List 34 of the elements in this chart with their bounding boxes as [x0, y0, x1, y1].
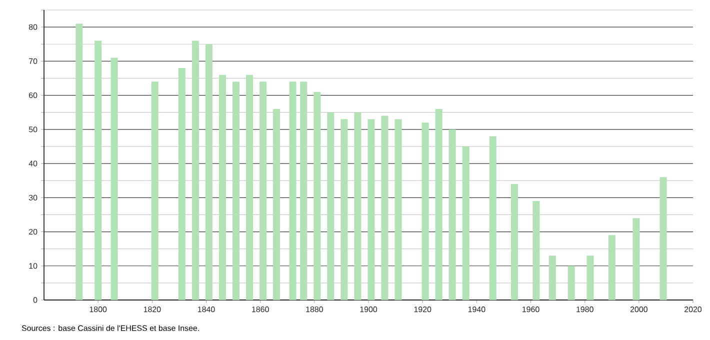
- bar: [151, 82, 158, 300]
- bar: [448, 129, 456, 300]
- bar: [632, 218, 640, 300]
- bar: [94, 40, 102, 300]
- bar: [340, 119, 348, 300]
- bar: [327, 112, 334, 300]
- bar: [260, 82, 267, 300]
- bar: [354, 112, 362, 300]
- bar: [368, 119, 375, 300]
- bar: [511, 184, 518, 300]
- bar: [489, 136, 496, 300]
- bar: [568, 266, 575, 300]
- bar: [300, 82, 308, 300]
- bar: [462, 146, 470, 300]
- bar: [422, 122, 429, 300]
- bar: [394, 119, 402, 300]
- bar: [608, 235, 616, 300]
- bar: [314, 92, 321, 300]
- bar: [435, 108, 442, 300]
- bar: [110, 58, 118, 300]
- bar: [381, 116, 388, 300]
- bar: [205, 44, 212, 300]
- bar: [232, 82, 240, 300]
- bar: [586, 256, 594, 300]
- bar: [532, 201, 540, 300]
- bar: [548, 256, 556, 300]
- bar: [178, 68, 186, 300]
- bar: [289, 82, 296, 300]
- bar: [76, 24, 83, 300]
- bar: [218, 74, 226, 300]
- bar: [192, 40, 199, 300]
- bar: [660, 177, 667, 300]
- bar: [246, 74, 254, 300]
- bar: [273, 108, 280, 300]
